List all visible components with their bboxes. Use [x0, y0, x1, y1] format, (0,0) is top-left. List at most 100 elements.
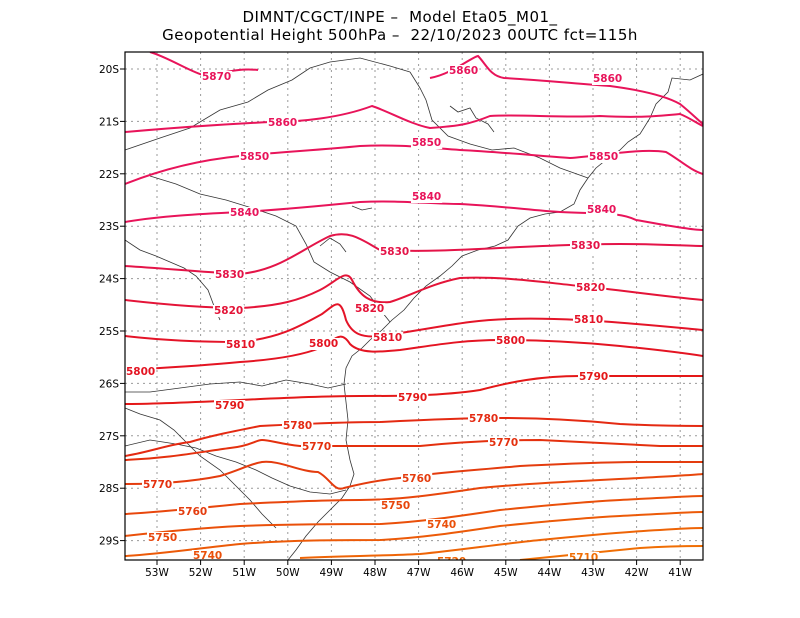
longitude-axis: 53W 52W 51W 50W 49W 48W 47W 46W 45W 44W 43W 42W 41W: [145, 560, 693, 579]
contour-label: 5770: [489, 437, 518, 449]
contour-5730: [125, 511, 703, 557]
reservoir-2: [319, 237, 347, 253]
latitude-axis: 20S 21S 22S 23S 24S 25S 26S 27S 28S 29S: [99, 64, 125, 548]
contour-label-bg: [401, 473, 433, 485]
reservoir-3: [351, 205, 373, 211]
contour-label: 5760: [402, 473, 431, 485]
contour-label: 5860: [268, 117, 297, 129]
contour-label-bg: [229, 207, 261, 219]
x-tick-label: 52W: [189, 567, 213, 579]
contour-label: 5820: [355, 303, 384, 315]
contour-label: 5810: [574, 314, 603, 326]
y-tick-label: 20S: [99, 64, 119, 76]
contour-label: 5810: [226, 339, 255, 351]
contour-label-bg: [301, 441, 333, 453]
contour-label: 5740: [193, 550, 222, 562]
contour-label-bg: [213, 305, 245, 317]
contour-label-bg: [592, 73, 624, 85]
state-border-mg-rj: [409, 71, 589, 179]
contour-label-bg: [495, 335, 527, 347]
y-tick-label: 28S: [99, 483, 119, 495]
y-tick-label: 27S: [99, 431, 119, 443]
contour-label: 5790: [579, 371, 608, 383]
contour-label-bg: [411, 137, 443, 149]
contour-5720: [299, 527, 703, 559]
contour-label: 5840: [412, 191, 441, 203]
contour-label-bg: [448, 65, 480, 77]
contour-5750: [125, 473, 703, 515]
x-tick-label: 50W: [276, 567, 300, 579]
x-tick-label: 45W: [494, 567, 518, 579]
x-tick-label: 43W: [581, 567, 605, 579]
contour-label-bg: [192, 550, 224, 560]
contour-label: 5860: [449, 65, 478, 77]
contour-label-bg: [125, 366, 157, 378]
contour-label-bg: [372, 332, 404, 344]
contour-label: 5850: [240, 151, 269, 163]
contour-5770: [125, 438, 703, 461]
x-tick-label: 42W: [625, 567, 649, 579]
contour-label-bg: [177, 506, 209, 518]
x-tick-label: 41W: [668, 567, 692, 579]
plot-frame: [124, 51, 704, 561]
contour-label: 5850: [412, 137, 441, 149]
contour-label-bg: [354, 303, 386, 315]
contour-label: 5790: [398, 392, 427, 404]
contour-label: 5820: [214, 305, 243, 317]
contour-label-bg: [436, 556, 468, 560]
contour-5860: [429, 54, 703, 125]
contour-label-bg: [308, 338, 340, 350]
contour-5710: [519, 545, 703, 560]
contour-5810: [125, 303, 703, 344]
contour-5760: [125, 460, 703, 490]
state-border-pr-sc: [125, 379, 347, 393]
contour-label-bg: [282, 420, 314, 432]
x-tick-label: 49W: [320, 567, 344, 579]
contour-label: 5800: [126, 366, 155, 378]
contour-label-bg: [142, 479, 174, 491]
contour-label: 5870: [202, 71, 231, 83]
contour-label-bg: [397, 392, 429, 404]
state-border-sp-pr: [149, 175, 391, 323]
border-argentina: [125, 407, 277, 529]
contour-label: 5720: [437, 556, 466, 568]
contour-label-bg: [239, 151, 271, 163]
contour-label-bg: [214, 400, 246, 412]
y-tick-label: 21S: [99, 116, 119, 128]
contour-label-bg: [411, 191, 443, 203]
contour-label-bg: [147, 532, 179, 544]
contour-label-bg: [214, 269, 246, 281]
contour-label: 5750: [148, 532, 177, 544]
x-tick-label: 51W: [232, 567, 256, 579]
contour-label-bg: [426, 519, 458, 531]
y-tick-label: 23S: [99, 221, 119, 233]
contour-label: 5770: [302, 441, 331, 453]
contour-label: 5810: [373, 332, 402, 344]
contour-label: 5800: [496, 335, 525, 347]
contour-label: 5840: [230, 207, 259, 219]
contour-label-bg: [267, 117, 299, 129]
contour-label: 5780: [469, 413, 498, 425]
reservoir: [449, 105, 495, 133]
contour-label: 5820: [576, 282, 605, 294]
contour-label: 5860: [593, 73, 622, 85]
x-tick-label: 48W: [363, 567, 387, 579]
contour-label-bg: [575, 282, 607, 294]
contour-label: 5830: [571, 240, 600, 252]
contour-label: 5830: [215, 269, 244, 281]
contour-label: 5710: [569, 552, 598, 564]
contour-5820: [125, 274, 703, 310]
contour-label-bg: [573, 314, 605, 326]
contour-label: 5790: [215, 400, 244, 412]
x-tick-label: 46W: [450, 567, 474, 579]
chart-title-line2: Geopotential Height 500hPa – 22/10/2023 …: [162, 26, 638, 44]
contour-label: 5800: [309, 338, 338, 350]
contour-label-bg: [488, 437, 520, 449]
x-tick-label: 44W: [538, 567, 562, 579]
contour-5800: [125, 335, 703, 371]
contour-label-bg: [468, 413, 500, 425]
coastline: [287, 73, 703, 560]
y-tick-label: 29S: [99, 536, 119, 548]
contour-label-bg: [380, 500, 412, 512]
contour-label-bg: [201, 71, 233, 83]
